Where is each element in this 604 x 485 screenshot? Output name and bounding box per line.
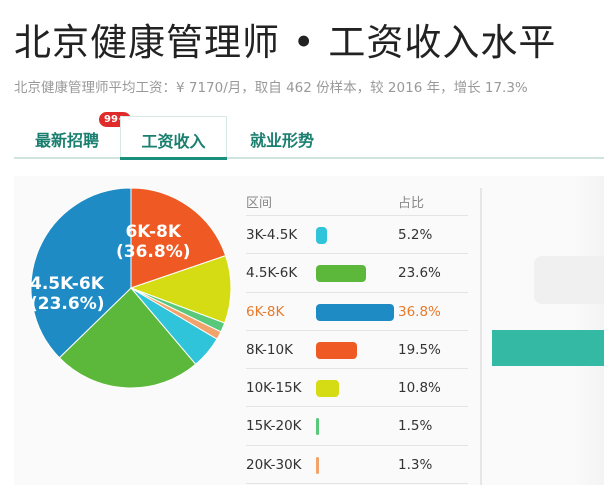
row-pct: 1.5%	[398, 418, 433, 435]
side-button	[492, 330, 604, 366]
salary-range-table: 区间 占比 3K-4.5K 5.2% 4.5K-6K 23.6% 6K-8K 36.8% 8…	[246, 182, 468, 485]
row-range: 10K-15K	[246, 380, 302, 397]
header-pct: 占比	[398, 196, 425, 211]
row-range: 3K-4.5K	[246, 227, 298, 243]
row-bar	[316, 265, 366, 283]
pie-label-pct: (36.8%)	[116, 242, 191, 262]
row-pct: 1.3%	[398, 456, 433, 473]
tab-divider	[14, 157, 604, 159]
table-row: 15K-20K 1.5%	[246, 407, 468, 446]
tab-label: 最新招聘	[34, 131, 99, 150]
row-bar	[316, 303, 394, 321]
pie-label-6k-8k: 6K-8K (36.8%)	[116, 222, 191, 262]
row-bar	[316, 227, 327, 244]
table-row: 10K-15K 10.8%	[246, 369, 468, 408]
row-range: 20K-30K	[246, 456, 302, 473]
table-row: 8K-10K 19.5%	[246, 331, 468, 370]
table-row: 3K-4.5K 5.2%	[246, 216, 468, 255]
row-bar	[316, 341, 357, 359]
pie-slice-20K-30K	[130, 287, 222, 340]
row-range: 15K-20K	[246, 418, 302, 435]
row-pct: 23.6%	[398, 265, 441, 282]
tab-label: 工资收入	[141, 132, 206, 151]
row-pct: 10.8%	[398, 380, 441, 397]
row-bar	[316, 456, 319, 474]
tab-label: 就业形势	[249, 131, 314, 150]
tab-salary[interactable]: 工资收入	[120, 116, 227, 160]
page-subtitle: 北京健康管理师平均工资：¥ 7170/月，取自 462 份样本，较 2016 年…	[14, 80, 528, 96]
tab-employment[interactable]: 就业形势	[227, 116, 337, 159]
row-pct: 5.2%	[398, 227, 433, 243]
pie-slice-6K-8K	[30, 187, 132, 359]
salary-pie-chart: 6K-8K (36.8%) 4.5K-6K (23.6%)	[14, 186, 246, 396]
pie-label-range: 6K-8K	[125, 222, 182, 242]
row-range: 8K-10K	[246, 341, 293, 358]
page-title: 北京健康管理师 • 工资收入水平	[14, 21, 557, 64]
table-header: 区间 占比	[246, 182, 468, 216]
table-row: 4.5K-6K 23.6%	[246, 254, 468, 293]
row-range: 4.5K-6K	[246, 265, 298, 282]
row-pct: 36.8%	[398, 303, 441, 320]
row-range: 6K-8K	[246, 303, 285, 320]
row-bar	[316, 380, 339, 398]
pie-label-pct: (23.6%)	[30, 294, 105, 314]
row-bar	[316, 418, 319, 436]
salary-panel: 6K-8K (36.8%) 4.5K-6K (23.6%) 区间 占比 3K-4…	[14, 176, 604, 485]
header-range: 区间	[246, 196, 273, 211]
pie-label-4.5k-6k: 4.5K-6K (23.6%)	[30, 274, 105, 314]
side-decoration	[534, 256, 604, 304]
pie-slice-4.5K-6K	[58, 287, 197, 389]
tab-latest-jobs[interactable]: 最新招聘 99+	[14, 112, 132, 159]
pie-label-range: 4.5K-6K	[30, 274, 104, 294]
tab-bar: 最新招聘 99+ 工资收入 就业形势	[14, 112, 604, 160]
pie-slice-10K-15K	[129, 255, 232, 324]
panel-divider	[480, 188, 482, 485]
table-row: 20K-30K 1.3%	[246, 446, 468, 485]
pie-slice-8K-10K	[130, 187, 227, 289]
row-pct: 19.5%	[398, 341, 441, 358]
pie-svg	[30, 187, 232, 389]
table-row: 6K-8K 36.8%	[246, 293, 468, 331]
